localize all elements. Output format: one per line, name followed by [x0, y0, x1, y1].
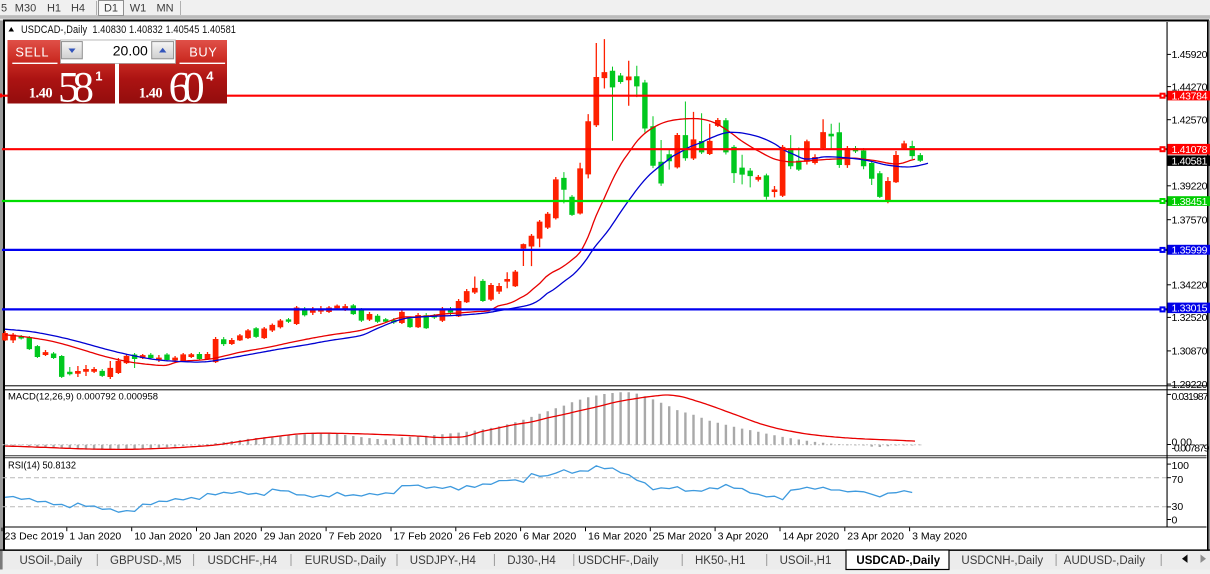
- svg-text:0: 0: [1172, 514, 1178, 526]
- svg-text:1.45920: 1.45920: [1172, 49, 1208, 61]
- svg-text:USOil-,Daily: USOil-,Daily: [20, 555, 83, 567]
- svg-text:6 Mar 2020: 6 Mar 2020: [523, 531, 576, 543]
- svg-text:USDJPY-,H4: USDJPY-,H4: [410, 555, 477, 567]
- svg-text:1.42570: 1.42570: [1172, 114, 1208, 126]
- svg-text:20 Jan 2020: 20 Jan 2020: [199, 531, 257, 543]
- svg-text:3 Apr 2020: 3 Apr 2020: [718, 531, 769, 543]
- svg-text:USDCHF-,H4: USDCHF-,H4: [208, 555, 278, 567]
- svg-text:16 Mar 2020: 16 Mar 2020: [588, 531, 647, 543]
- svg-text:H4: H4: [71, 3, 85, 15]
- svg-text:1.30870: 1.30870: [1172, 346, 1208, 358]
- svg-text:EURUSD-,Daily: EURUSD-,Daily: [305, 555, 386, 567]
- svg-text:1.43784: 1.43784: [1172, 90, 1208, 102]
- svg-text:7 Feb 2020: 7 Feb 2020: [329, 531, 382, 543]
- svg-text:1 Jan 2020: 1 Jan 2020: [69, 531, 121, 543]
- svg-text:H1: H1: [47, 3, 61, 15]
- svg-text:60: 60: [169, 65, 205, 112]
- svg-text:1.44270: 1.44270: [1172, 81, 1208, 93]
- svg-text:SELL: SELL: [15, 45, 49, 60]
- svg-text:23 Apr 2020: 23 Apr 2020: [847, 531, 904, 543]
- svg-text:70: 70: [1172, 474, 1184, 486]
- svg-text:30: 30: [1172, 501, 1184, 513]
- svg-text:BUY: BUY: [189, 45, 217, 60]
- svg-text:1.33015: 1.33015: [1172, 303, 1208, 315]
- svg-text:1.41078: 1.41078: [1172, 144, 1208, 156]
- svg-text:RSI(14) 50.8132: RSI(14) 50.8132: [8, 461, 76, 472]
- svg-text:17 Feb 2020: 17 Feb 2020: [394, 531, 453, 543]
- svg-text:USOil-,H1: USOil-,H1: [780, 555, 832, 567]
- svg-text:29 Jan 2020: 29 Jan 2020: [264, 531, 322, 543]
- svg-text:GBPUSD-,M5: GBPUSD-,M5: [110, 555, 182, 567]
- svg-text:DJ30-,H4: DJ30-,H4: [507, 555, 556, 567]
- svg-text:100: 100: [1172, 460, 1190, 472]
- svg-text:1.40: 1.40: [139, 86, 163, 102]
- svg-text:3 May 2020: 3 May 2020: [912, 531, 967, 543]
- svg-text:25 Mar 2020: 25 Mar 2020: [653, 531, 712, 543]
- svg-text:58: 58: [58, 65, 94, 112]
- svg-text:1.39220: 1.39220: [1172, 181, 1208, 193]
- svg-text:14 Apr 2020: 14 Apr 2020: [783, 531, 840, 543]
- svg-text:4: 4: [206, 69, 214, 84]
- svg-text:1.34220: 1.34220: [1172, 280, 1208, 292]
- svg-text:1.29220: 1.29220: [1172, 379, 1208, 391]
- svg-text:MN: MN: [156, 3, 173, 15]
- svg-text:1: 1: [95, 69, 102, 84]
- svg-text:1.40: 1.40: [29, 86, 53, 102]
- svg-text:MACD(12,26,9) 0.000792 0.00095: MACD(12,26,9) 0.000792 0.000958: [8, 392, 158, 403]
- svg-text:5: 5: [1, 3, 7, 15]
- svg-text:AUDUSD-,Daily: AUDUSD-,Daily: [1064, 555, 1145, 567]
- svg-text:D1: D1: [104, 3, 118, 15]
- svg-text:1.38451: 1.38451: [1172, 196, 1208, 208]
- svg-text:-0.007879: -0.007879: [1172, 443, 1210, 455]
- svg-text:W1: W1: [130, 3, 147, 15]
- svg-text:HK50-,H1: HK50-,H1: [695, 555, 746, 567]
- svg-text:USDCAD-,Daily: USDCAD-,Daily: [856, 555, 940, 567]
- svg-text:10 Jan 2020: 10 Jan 2020: [134, 531, 192, 543]
- svg-text:0.031987: 0.031987: [1172, 391, 1209, 403]
- svg-text:USDCHF-,Daily: USDCHF-,Daily: [578, 555, 659, 567]
- svg-text:0.00: 0.00: [1172, 437, 1193, 449]
- svg-text:23 Dec 2019: 23 Dec 2019: [5, 531, 65, 543]
- svg-text:26 Feb 2020: 26 Feb 2020: [458, 531, 517, 543]
- svg-text:1.35999: 1.35999: [1172, 244, 1208, 256]
- svg-text:1.32520: 1.32520: [1172, 312, 1208, 324]
- svg-text:USDCNH-,Daily: USDCNH-,Daily: [961, 555, 1043, 567]
- svg-text:1.40581: 1.40581: [1172, 155, 1208, 167]
- svg-text:20.00: 20.00: [113, 42, 148, 58]
- svg-text:M30: M30: [15, 3, 36, 15]
- svg-text:1.37570: 1.37570: [1172, 214, 1208, 226]
- svg-text:USDCAD-,Daily 1.40830 1.40832: USDCAD-,Daily 1.40830 1.40832 1.40545 1.…: [21, 24, 236, 36]
